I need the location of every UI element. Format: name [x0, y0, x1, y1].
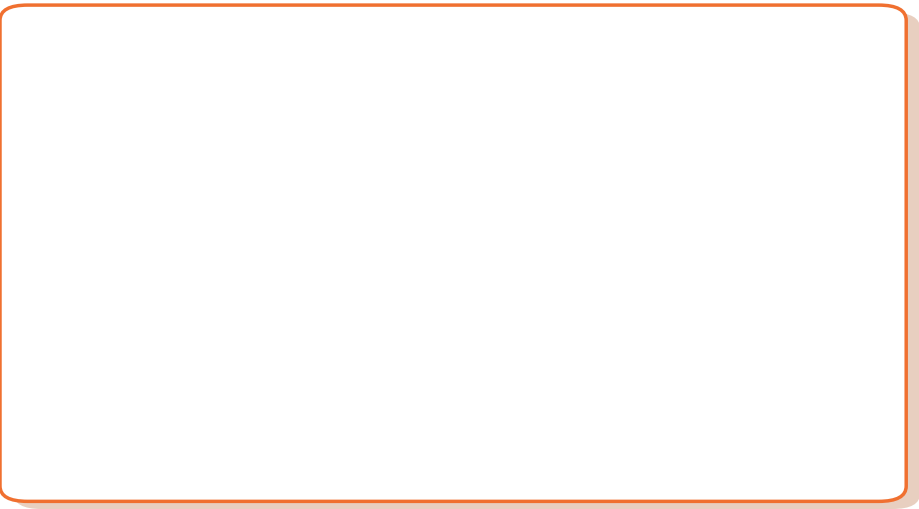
X-axis label: CDK4 inhibition relative to CDK6 from a cellular assay: CDK4 inhibition relative to CDK6 from a … [309, 476, 684, 490]
Text: Ribociclib: Ribociclib [768, 97, 842, 112]
Text: Palbociclib: Palbociclib [216, 374, 297, 389]
Text: Abemaciclib: Abemaciclib [593, 374, 686, 389]
Y-axis label: Drug available to bind
relative to palbociclib: Drug available to bind relative to palbo… [46, 162, 76, 317]
